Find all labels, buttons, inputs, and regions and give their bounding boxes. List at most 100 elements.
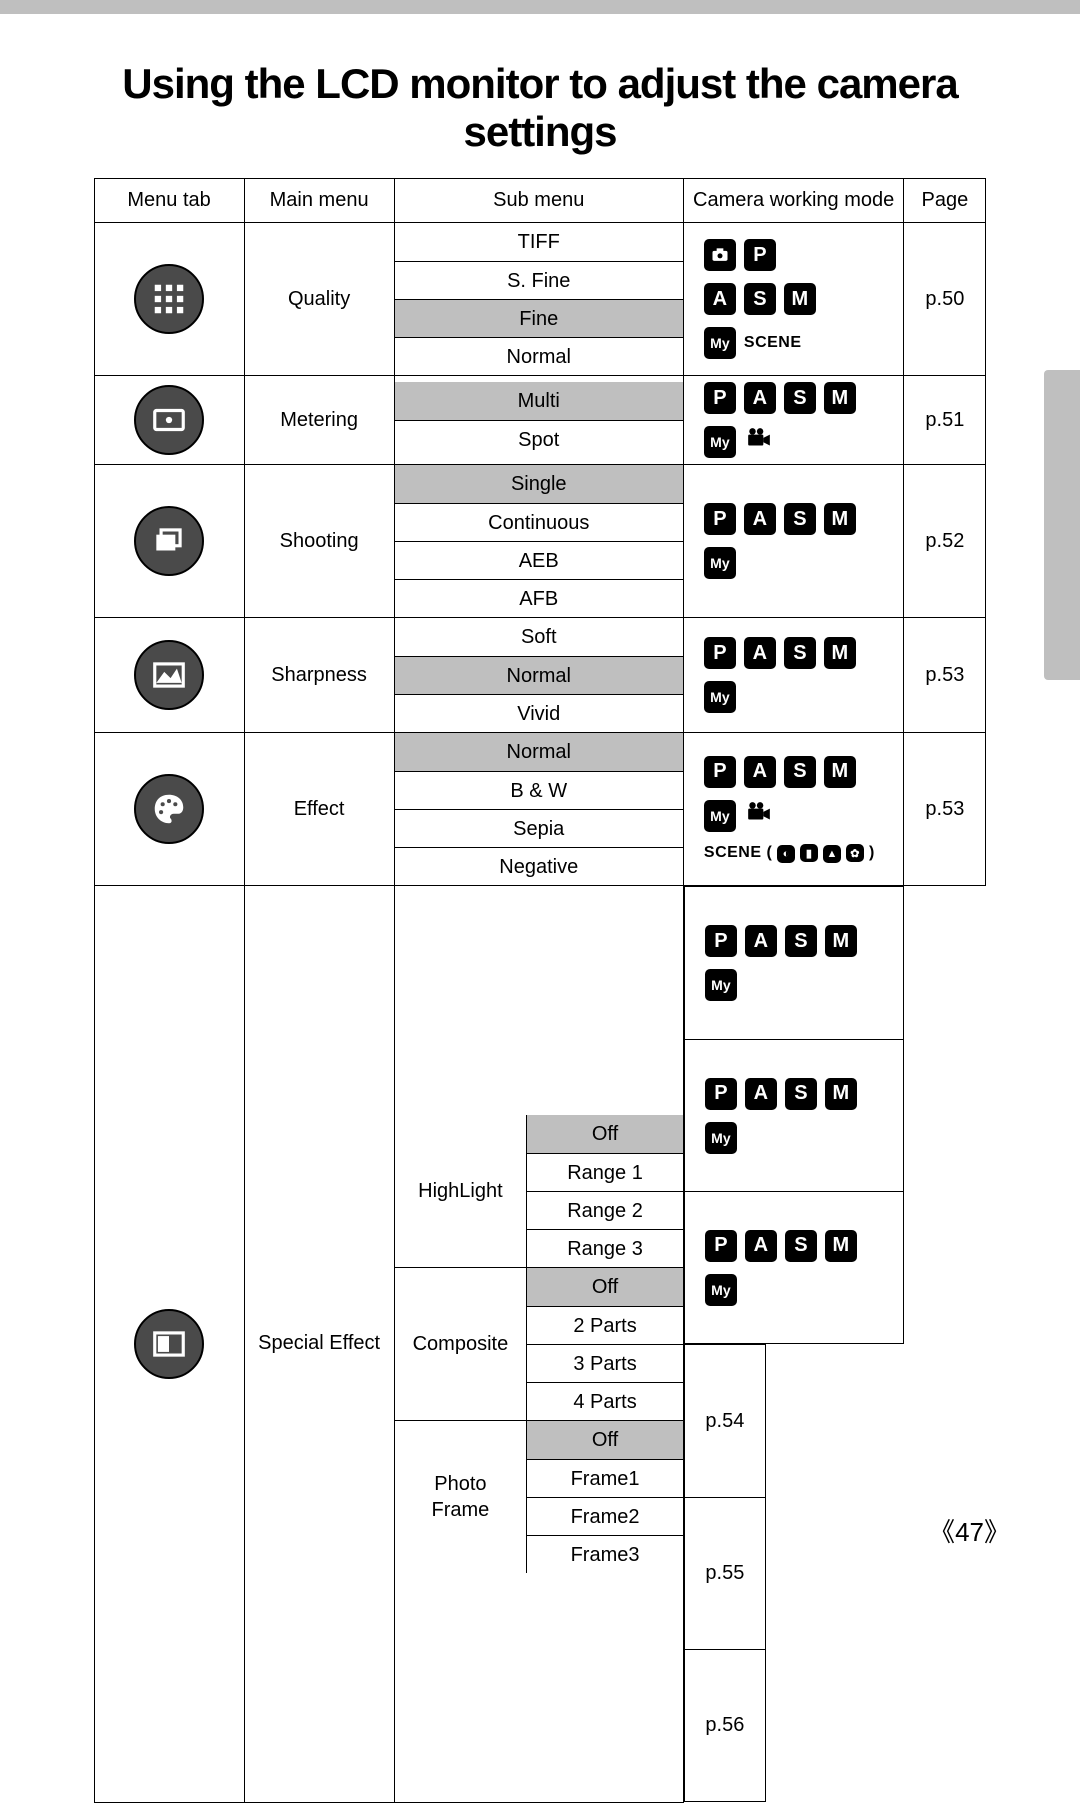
metering-icon: [134, 385, 204, 455]
page-number: 《47》: [929, 1512, 1010, 1549]
icon-sharpness-cell: [94, 618, 244, 733]
se-opt: Frame3: [527, 1535, 683, 1573]
mode-a-badge: A: [704, 283, 736, 315]
mode-p-badge: P: [704, 503, 736, 535]
se-opt: 3 Parts: [527, 1344, 683, 1382]
modes-effect: P A S M My SCENE ( ◐ ▮ ▲ ✿ ): [683, 733, 904, 886]
mode-s-badge: S: [744, 283, 776, 315]
mode-a-badge: A: [745, 1078, 777, 1110]
se-opt: 4 Parts: [527, 1382, 683, 1420]
mode-p-badge: P: [744, 239, 776, 271]
icon-effect-cell: [94, 733, 244, 886]
mode-m-badge: M: [824, 637, 856, 669]
sub-item: B & W: [395, 771, 683, 809]
mode-p-badge: P: [704, 382, 736, 414]
sub-item: AEB: [395, 541, 683, 579]
se-opt-selected: Off: [527, 1115, 683, 1153]
row-effect: Effect Normal B & W Sepia Negative P A S…: [94, 733, 986, 886]
sub-item: Sepia: [395, 809, 683, 847]
row-sharpness: Sharpness Soft Normal Vivid P A S M My p…: [94, 618, 986, 733]
mode-a-badge: A: [745, 925, 777, 957]
mode-p-badge: P: [705, 1230, 737, 1262]
page-ref: p.56: [685, 1649, 765, 1801]
mode-s-badge: S: [784, 382, 816, 414]
palette-icon: [134, 774, 204, 844]
mode-m-badge: M: [824, 382, 856, 414]
se-opt: Range 2: [527, 1191, 683, 1229]
mode-a-badge: A: [745, 1230, 777, 1262]
table-header-row: Menu tab Main menu Sub menu Camera worki…: [94, 179, 986, 223]
mode-a-badge: A: [744, 637, 776, 669]
subs-shooting: Single Continuous AEB AFB: [394, 465, 683, 618]
sub-item: S. Fine: [395, 261, 683, 299]
mode-s-badge: S: [785, 925, 817, 957]
sharpness-icon: [134, 640, 204, 710]
mode-m-badge: M: [824, 756, 856, 788]
mode-a-badge: A: [744, 756, 776, 788]
mode-m-badge: M: [825, 1078, 857, 1110]
mode-m-badge: M: [824, 503, 856, 535]
modes-quality: P A S M My SCENE: [683, 223, 904, 376]
subs-quality: TIFF S. Fine Fine Normal: [394, 223, 683, 376]
se-group-composite: Composite Off 2 Parts 3 Parts 4 Parts: [395, 1267, 683, 1420]
page-effect: p.53: [904, 733, 986, 886]
mode-my-badge: My: [705, 1274, 737, 1306]
sub-item-selected: Normal: [395, 733, 683, 771]
sub-item: AFB: [395, 579, 683, 617]
se-opt: Frame2: [527, 1497, 683, 1535]
mode-my-badge: My: [704, 426, 736, 458]
icon-quality-cell: [94, 223, 244, 376]
mode-s-badge: S: [784, 503, 816, 535]
mode-s-badge: S: [785, 1078, 817, 1110]
mode-my-badge: My: [704, 800, 736, 832]
sub-item: Negative: [395, 847, 683, 885]
top-bar: [0, 0, 1080, 14]
mode-m-badge: M: [784, 283, 816, 315]
sub-item: Spot: [395, 420, 683, 458]
th-sub-menu: Sub menu: [394, 179, 683, 223]
mode-my-badge: My: [704, 547, 736, 579]
mode-s-badge: S: [785, 1230, 817, 1262]
row-shooting: Shooting Single Continuous AEB AFB P A S…: [94, 465, 986, 618]
se-opt-selected: Off: [527, 1268, 683, 1306]
modes-metering: P A S M My: [683, 376, 904, 465]
icon-special-cell: [94, 886, 244, 1803]
subs-sharpness: Soft Normal Vivid: [394, 618, 683, 733]
row-special-effect: Special Effect HighLight Off Range 1 Ran…: [94, 886, 986, 1803]
se-opt: 2 Parts: [527, 1306, 683, 1344]
sub-item: Soft: [395, 618, 683, 656]
se-group-highlight: HighLight Off Range 1 Range 2 Range 3: [395, 1115, 683, 1267]
mode-s-badge: S: [784, 637, 816, 669]
page-ref: p.54: [685, 1345, 765, 1497]
settings-table: Menu tab Main menu Sub menu Camera worki…: [94, 178, 987, 1803]
mode-p-badge: P: [704, 637, 736, 669]
page-quality: p.50: [904, 223, 986, 376]
sub-item: Continuous: [395, 503, 683, 541]
mode-m-badge: M: [825, 1230, 857, 1262]
movie-icon: [744, 800, 774, 832]
mode-a-badge: A: [744, 382, 776, 414]
shooting-icon: [134, 506, 204, 576]
se-opt: Frame1: [527, 1459, 683, 1497]
mode-my-badge: My: [704, 327, 736, 359]
main-quality: Quality: [244, 223, 394, 376]
modes-special: P A S M My P A S M My: [684, 886, 904, 1344]
se-opt: Range 3: [527, 1229, 683, 1267]
mode-my-badge: My: [704, 681, 736, 713]
grid-icon: [134, 264, 204, 334]
sub-item-selected: Fine: [395, 299, 683, 337]
se-opt-selected: Off: [527, 1421, 683, 1459]
subs-special: HighLight Off Range 1 Range 2 Range 3 Co…: [394, 886, 683, 1803]
sub-item-selected: Single: [395, 465, 683, 503]
mode-m-badge: M: [825, 925, 857, 957]
modes-shooting: P A S M My: [683, 465, 904, 618]
mode-my-badge: My: [705, 1122, 737, 1154]
main-metering: Metering: [244, 376, 394, 465]
mode-p-badge: P: [705, 1078, 737, 1110]
sub-item-selected: Normal: [395, 656, 683, 694]
sub-item: Vivid: [395, 694, 683, 732]
page-shooting: p.52: [904, 465, 986, 618]
sub-item: Normal: [395, 337, 683, 375]
sub-item-selected: Multi: [395, 382, 683, 420]
th-main-menu: Main menu: [244, 179, 394, 223]
